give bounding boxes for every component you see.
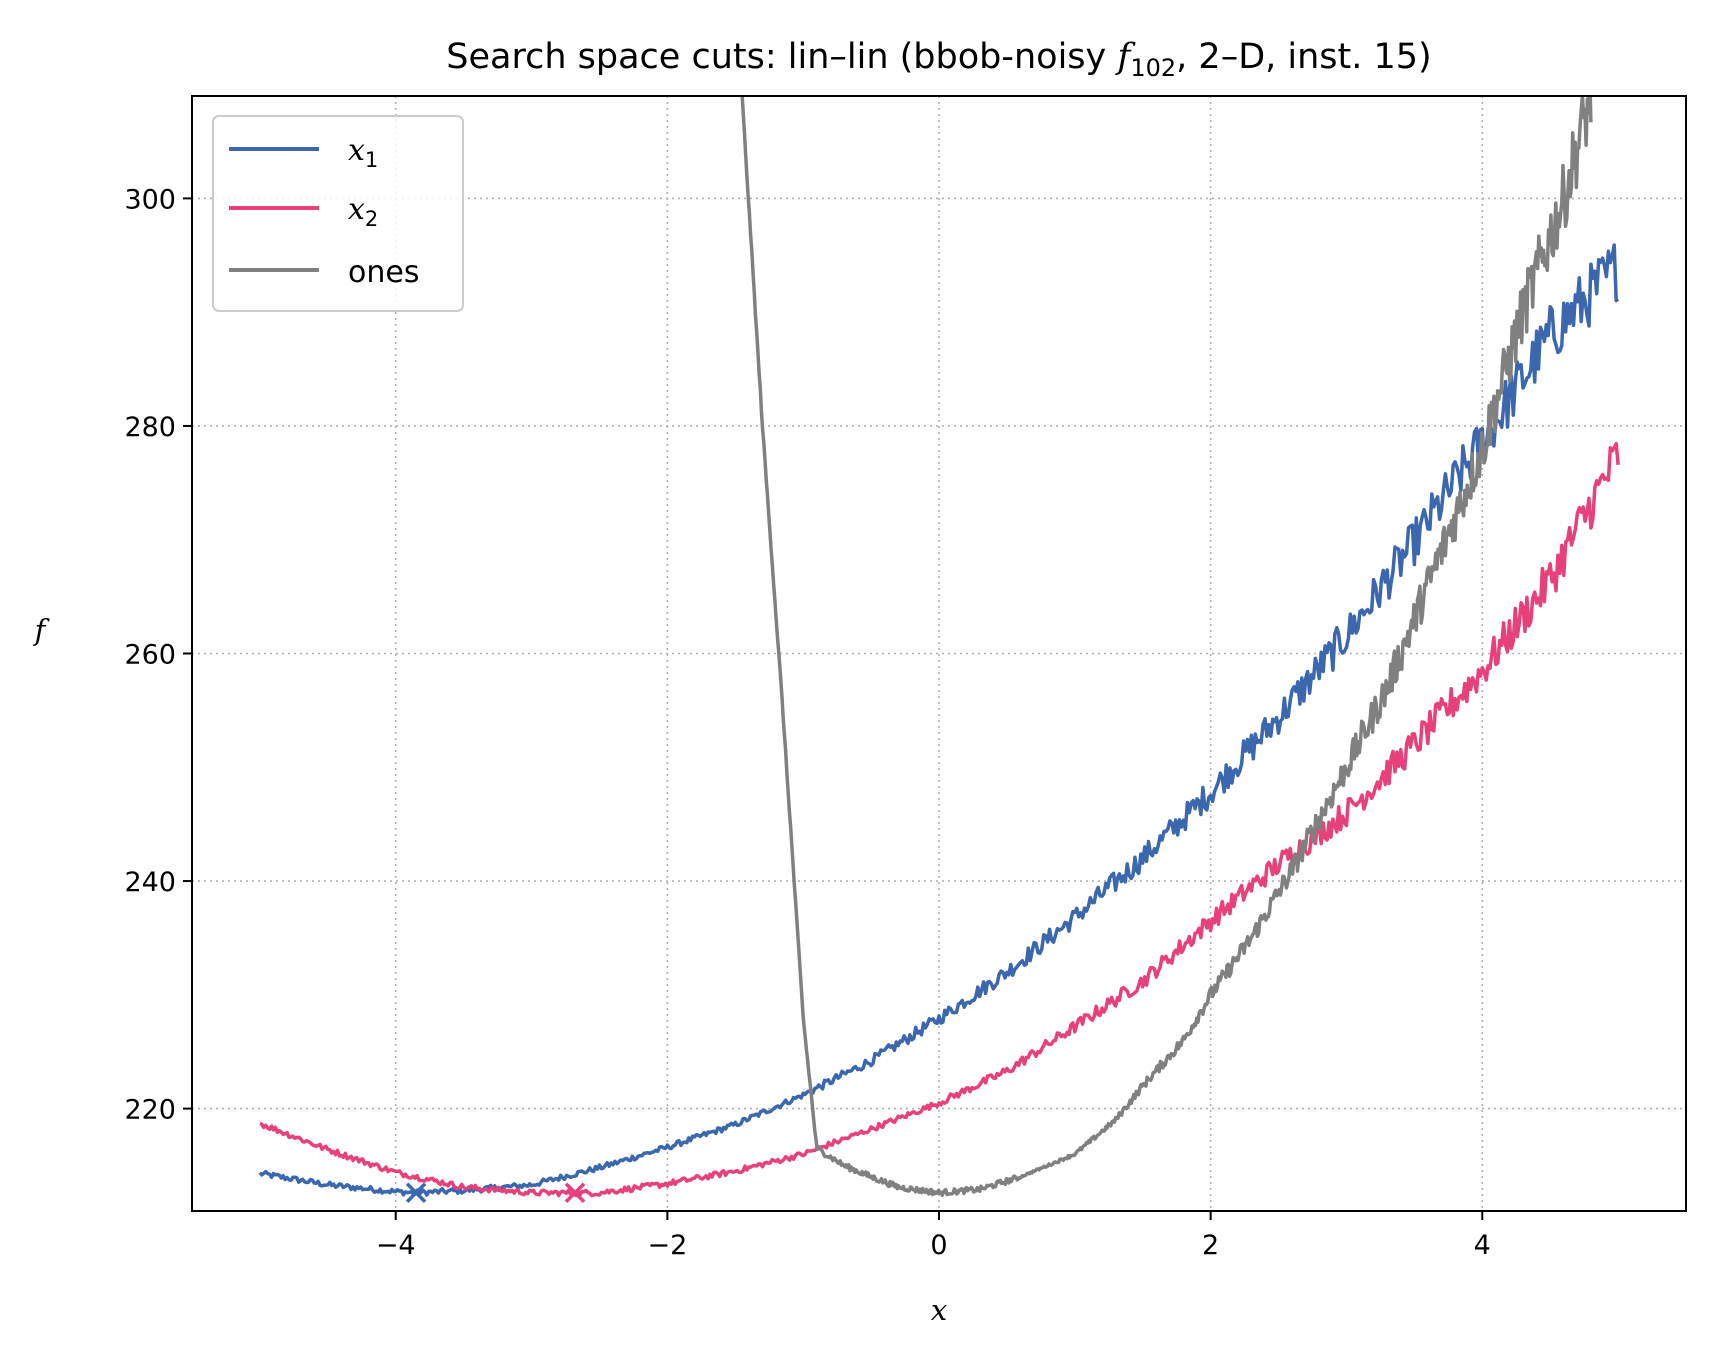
legend-label-x2: x2 — [348, 192, 378, 231]
y-tick-label: 220 — [124, 1095, 176, 1126]
series-line-2 — [740, 96, 1593, 1198]
minimum-markers — [405, 1182, 586, 1204]
legend-label-x1-sub: 1 — [365, 148, 378, 172]
legend-label-x2-name: x — [348, 192, 365, 227]
axis-ticks: −4 −2 0 2 4 220 240 260 280 300 — [124, 184, 1490, 1261]
series-line-1 — [259, 441, 1620, 1198]
legend-label-x2-sub: 2 — [365, 207, 378, 231]
x-tick-label: 0 — [930, 1230, 947, 1261]
chart-title-func-sub: 102 — [1130, 54, 1176, 82]
y-tick-label: 280 — [124, 412, 176, 443]
x-tick-label: −2 — [647, 1230, 687, 1261]
x-tick-label: 4 — [1474, 1230, 1491, 1261]
chart-title-prefix: Search space cuts: lin–lin (bbob-noisy — [446, 37, 1117, 77]
legend-label-ones: ones — [348, 255, 419, 290]
x-tick-label: −4 — [376, 1230, 416, 1261]
y-tick-label: 240 — [124, 867, 176, 898]
legend-box — [212, 115, 464, 312]
minimum-marker-1 — [564, 1182, 586, 1204]
legend-label-x1: x1 — [348, 133, 378, 172]
y-tick-label: 260 — [124, 640, 176, 671]
x-tick-label: 2 — [1202, 1230, 1219, 1261]
series-line-0 — [258, 243, 1620, 1197]
legend: x1 x2 ones — [212, 115, 464, 312]
y-tick-label: 300 — [124, 184, 176, 215]
minimum-marker-0 — [405, 1182, 427, 1204]
series-lines — [258, 96, 1620, 1198]
chart-title-suffix: , 2–D, inst. 15) — [1176, 37, 1432, 77]
legend-label-x1-name: x — [348, 133, 365, 168]
x-axis-label: x — [931, 1293, 947, 1327]
chart-title: Search space cuts: lin–lin (bbob-noisy f… — [446, 37, 1431, 82]
